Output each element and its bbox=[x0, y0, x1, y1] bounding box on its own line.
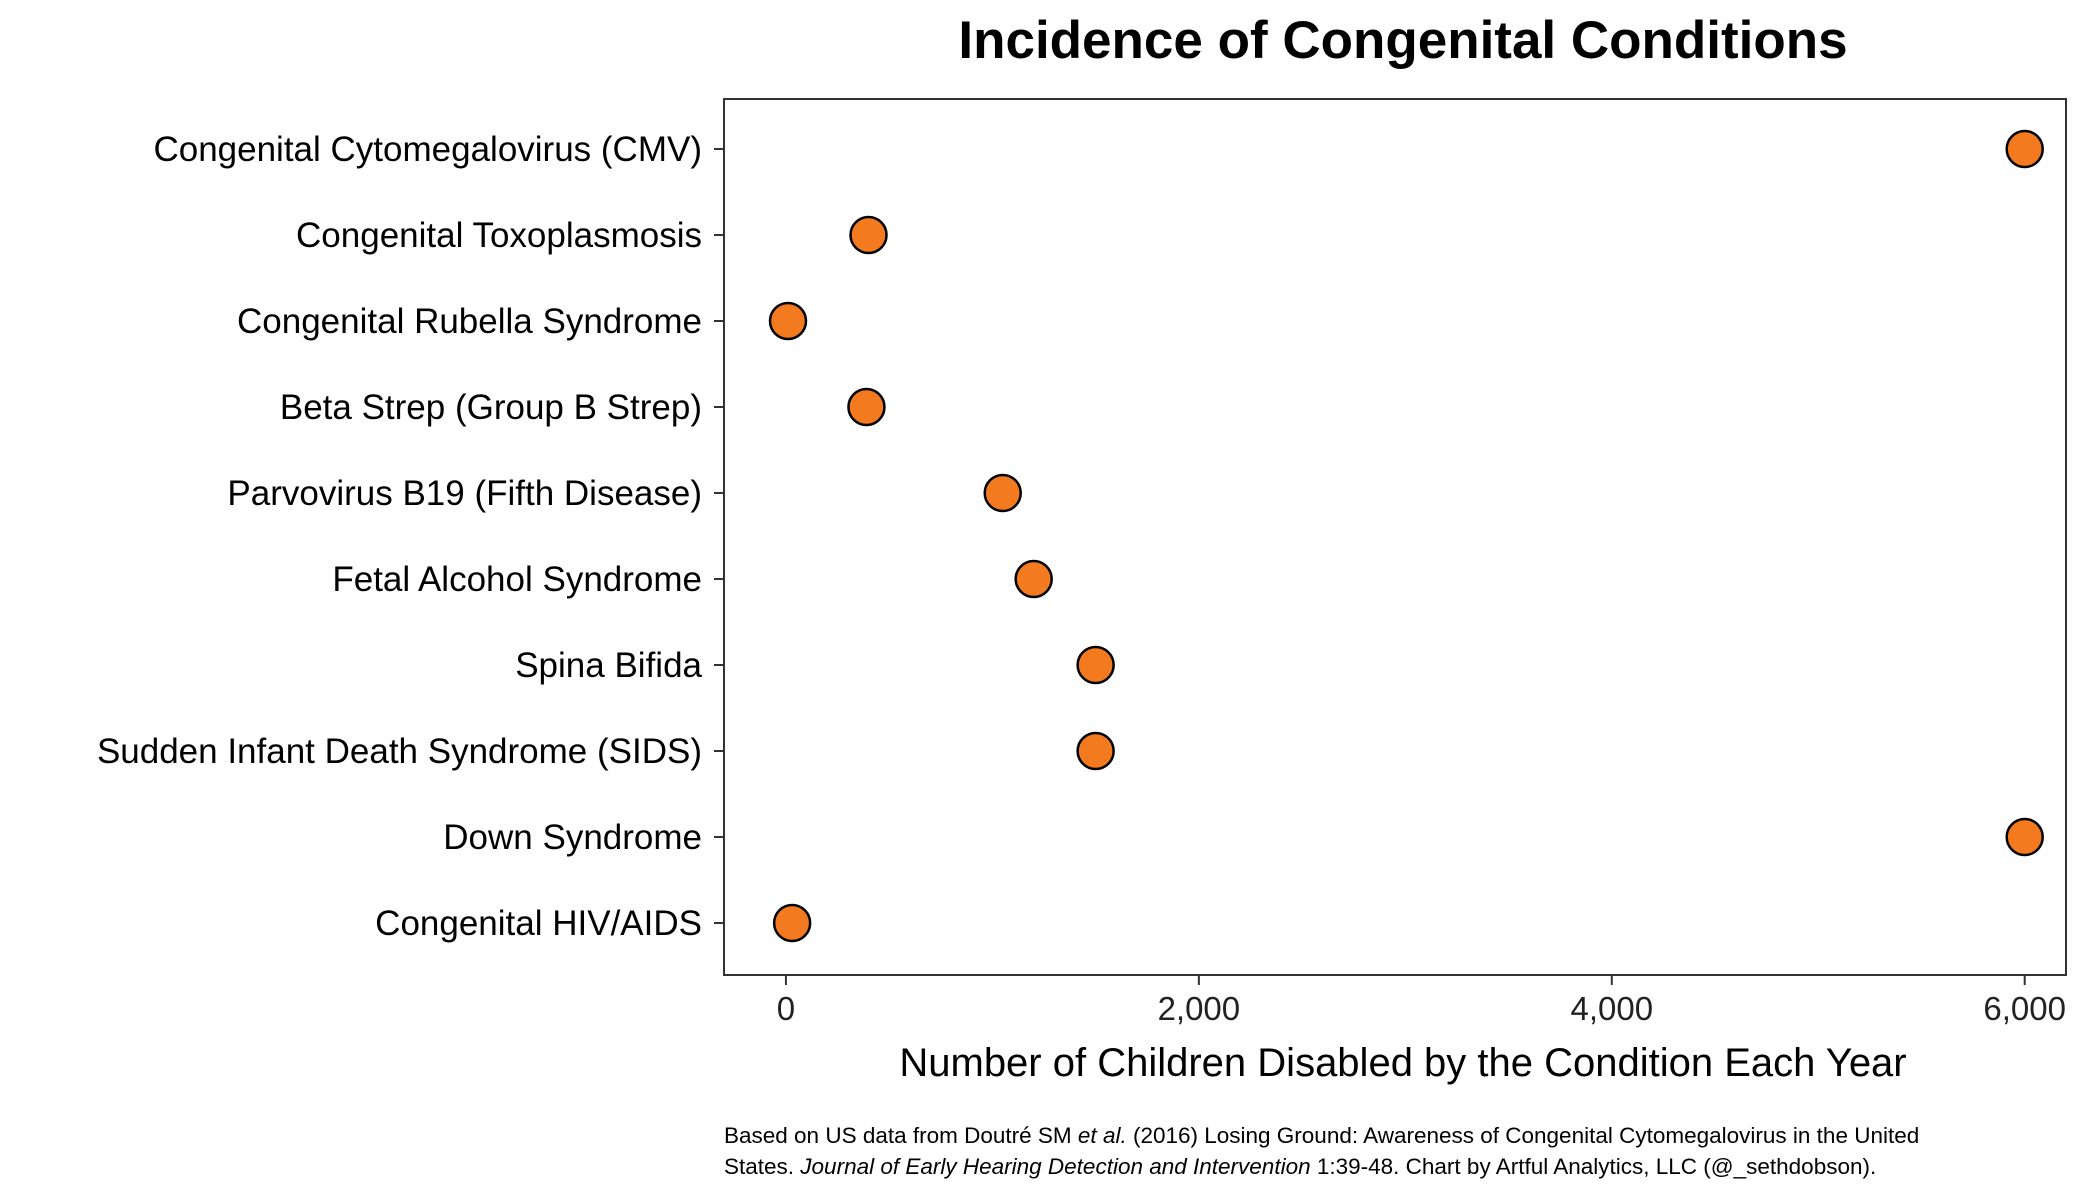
y-tick-label: Congenital Rubella Syndrome bbox=[237, 302, 702, 341]
data-point bbox=[2005, 129, 2044, 169]
y-axis: Congenital Cytomegalovirus (CMV) Congenit… bbox=[97, 130, 724, 943]
caption-line-2: States. Journal of Early Hearing Detecti… bbox=[724, 1151, 2084, 1182]
data-point bbox=[772, 903, 812, 943]
x-tick-label: 2,000 bbox=[1158, 990, 1241, 1027]
chart-title: Incidence of Congenital Conditions bbox=[958, 11, 1847, 70]
data-point bbox=[1076, 731, 1115, 771]
y-tick-label: Beta Strep (Group B Strep) bbox=[280, 388, 702, 427]
data-points bbox=[768, 129, 2044, 943]
caption-journal-name: Journal of Early Hearing Detection and I… bbox=[800, 1154, 1311, 1179]
plot-panel bbox=[723, 98, 2067, 976]
y-tick-label: Sudden Infant Death Syndrome (SIDS) bbox=[97, 732, 702, 771]
y-tick-label: Down Syndrome bbox=[443, 818, 702, 857]
y-tick-label: Fetal Alcohol Syndrome bbox=[332, 560, 702, 599]
caption-italic-text: et al. bbox=[1077, 1123, 1127, 1148]
data-point bbox=[768, 301, 808, 341]
caption-line-1: Based on US data from Doutré SM et al. (… bbox=[724, 1120, 2084, 1151]
caption-text: (2016) Losing Ground: Awareness of Conge… bbox=[1126, 1123, 1920, 1148]
caption-text: States. bbox=[724, 1154, 801, 1179]
caption-text: Based on US data from Doutré SM bbox=[724, 1123, 1078, 1148]
y-tick-label: Parvovirus B19 (Fifth Disease) bbox=[227, 474, 702, 513]
data-point bbox=[983, 473, 1022, 513]
x-tick-label: 0 bbox=[777, 990, 795, 1027]
x-tick-label: 6,000 bbox=[1983, 990, 2066, 1027]
data-point bbox=[847, 387, 886, 427]
data-point bbox=[1014, 559, 1053, 599]
x-axis: 0 2,000 4,000 6,000 bbox=[777, 975, 2066, 1027]
caption-text: 1:39-48. Chart by Artful Analytics, LLC … bbox=[1310, 1154, 1877, 1179]
y-tick-label: Congenital Cytomegalovirus (CMV) bbox=[153, 130, 702, 169]
y-tick-label: Spina Bifida bbox=[515, 646, 702, 685]
x-tick-label: 4,000 bbox=[1570, 990, 1653, 1027]
y-tick-label: Congenital HIV/AIDS bbox=[375, 904, 702, 943]
data-point bbox=[849, 215, 888, 255]
data-point bbox=[2005, 817, 2044, 857]
source-caption: Based on US data from Doutré SM et al. (… bbox=[724, 1120, 2084, 1182]
data-point bbox=[1076, 645, 1115, 685]
y-tick-label: Congenital Toxoplasmosis bbox=[296, 216, 702, 255]
x-axis-title: Number of Children Disabled by the Condi… bbox=[899, 1041, 1906, 1085]
